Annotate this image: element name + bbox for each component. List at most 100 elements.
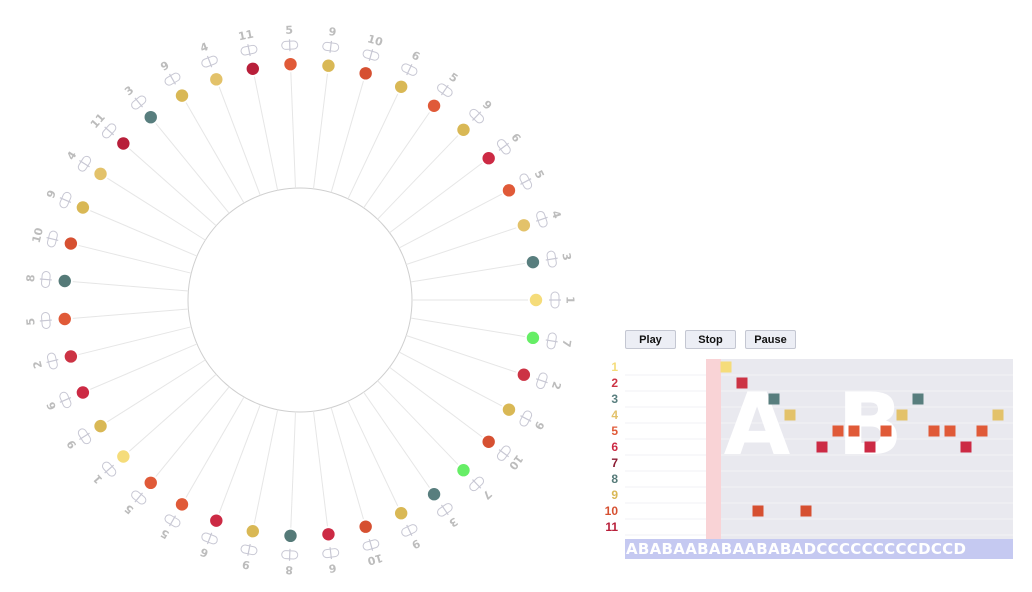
wheel-slot[interactable]: 4 — [198, 40, 261, 196]
wheel-slot[interactable]: 10 — [389, 366, 526, 472]
note-dot[interactable] — [482, 152, 495, 165]
note-dot[interactable] — [526, 331, 540, 345]
note-cell[interactable] — [960, 441, 972, 453]
wheel-slot[interactable]: 5 — [122, 386, 230, 517]
note-dot[interactable] — [457, 123, 470, 136]
note-cell[interactable] — [848, 425, 860, 437]
wheel-slot[interactable]: 1 — [90, 373, 217, 486]
wheel-slot[interactable]: 5 — [281, 24, 299, 189]
note-dot[interactable] — [502, 403, 516, 416]
note-dot[interactable] — [94, 167, 107, 181]
note-dot[interactable] — [394, 80, 408, 93]
note-dot[interactable] — [76, 386, 90, 399]
wheel-slot[interactable]: 10 — [330, 407, 384, 568]
note-dot[interactable] — [64, 350, 78, 363]
note-dot[interactable] — [427, 488, 441, 501]
wheel-slot[interactable]: 3 — [410, 250, 574, 283]
wheel-slot[interactable]: 4 — [64, 149, 206, 241]
note-dot[interactable] — [457, 464, 470, 477]
note-cell[interactable] — [800, 505, 812, 517]
wheel-slot[interactable]: 5 — [158, 396, 245, 541]
wheel-slot[interactable]: 11 — [237, 28, 279, 191]
note-dot[interactable] — [210, 514, 223, 527]
note-dot[interactable] — [175, 89, 189, 102]
wheel-slot[interactable]: 9 — [158, 59, 245, 204]
wheel-slot[interactable]: 7 — [410, 317, 574, 350]
wheel-slot[interactable]: 9 — [313, 25, 340, 189]
note-dot[interactable] — [246, 62, 259, 75]
note-cell[interactable] — [992, 409, 1004, 421]
wheel-slot[interactable]: 7 — [377, 380, 495, 502]
wheel-slot[interactable]: 3 — [363, 391, 461, 530]
wheel-slot[interactable]: 9 — [398, 351, 547, 432]
stop-button[interactable]: Stop — [685, 330, 736, 349]
wheel-slot[interactable]: 9 — [240, 409, 279, 572]
wheel-slot[interactable]: 2 — [406, 334, 563, 391]
note-dot[interactable] — [322, 528, 335, 541]
note-dot[interactable] — [144, 476, 157, 490]
wheel-slot[interactable]: 11 — [88, 111, 217, 227]
note-dot[interactable] — [76, 201, 90, 214]
note-dot[interactable] — [502, 184, 516, 197]
wheel-slot[interactable]: 2 — [31, 326, 192, 370]
wheel-slot[interactable]: 6 — [313, 411, 340, 575]
note-dot[interactable] — [175, 498, 189, 511]
note-cell[interactable] — [864, 441, 876, 453]
wheel-slot[interactable]: 5 — [24, 308, 189, 330]
wheel-slot[interactable]: 6 — [44, 343, 198, 412]
note-dot[interactable] — [394, 507, 408, 520]
wheel-slot[interactable]: 10 — [330, 32, 385, 193]
wheel-slot[interactable]: 1 — [412, 291, 577, 309]
note-dot[interactable] — [94, 419, 107, 433]
wheel-slot[interactable]: 9 — [64, 359, 206, 451]
switch-icon — [322, 40, 340, 53]
wheel-slot[interactable]: 3 — [122, 83, 230, 214]
pause-button[interactable]: Pause — [745, 330, 796, 349]
wheel-slot[interactable]: 6 — [347, 49, 422, 200]
note-dot[interactable] — [482, 435, 495, 448]
wheel-slot[interactable]: 8 — [281, 411, 299, 577]
wheel-slot[interactable]: 5 — [398, 168, 547, 249]
note-cell[interactable] — [944, 425, 956, 437]
note-cell[interactable] — [768, 393, 780, 405]
note-dot[interactable] — [529, 293, 543, 307]
note-cell[interactable] — [912, 393, 924, 405]
wheel-slot[interactable]: 6 — [198, 404, 261, 560]
note-cell[interactable] — [880, 425, 892, 437]
wheel-slot[interactable]: 8 — [24, 270, 189, 292]
note-cell[interactable] — [752, 505, 764, 517]
note-dot[interactable] — [246, 525, 259, 538]
note-dot[interactable] — [117, 137, 130, 150]
note-dot[interactable] — [210, 73, 223, 86]
note-cell[interactable] — [736, 377, 748, 389]
wheel-slot[interactable]: 9 — [377, 98, 495, 220]
note-cell[interactable] — [720, 361, 732, 373]
note-dot[interactable] — [284, 57, 297, 71]
note-dot[interactable] — [517, 368, 531, 381]
wheel-slot[interactable]: 4 — [406, 209, 564, 266]
note-dot[interactable] — [144, 110, 157, 124]
note-dot[interactable] — [58, 312, 71, 326]
note-cell[interactable] — [816, 441, 828, 453]
note-cell[interactable] — [784, 409, 796, 421]
note-dot[interactable] — [322, 59, 335, 72]
note-cell[interactable] — [976, 425, 988, 437]
note-dot[interactable] — [58, 274, 71, 288]
sequence-strip[interactable]: ABABAABABAABABADCCCCCCCCCDCCD — [625, 539, 1013, 559]
note-dot[interactable] — [359, 520, 372, 533]
wheel-slot[interactable]: 10 — [30, 226, 192, 274]
note-dot[interactable] — [284, 529, 297, 543]
note-cell[interactable] — [896, 409, 908, 421]
note-dot[interactable] — [117, 450, 130, 463]
note-dot[interactable] — [517, 219, 531, 232]
note-dot[interactable] — [526, 255, 540, 269]
play-button[interactable]: Play — [625, 330, 676, 349]
note-cell[interactable] — [832, 425, 844, 437]
switch-icon — [164, 514, 181, 528]
note-dot[interactable] — [359, 67, 372, 80]
note-cell[interactable] — [928, 425, 940, 437]
note-dot[interactable] — [64, 237, 78, 250]
note-dot[interactable] — [427, 99, 441, 112]
wheel-slot[interactable]: 5 — [363, 70, 461, 209]
